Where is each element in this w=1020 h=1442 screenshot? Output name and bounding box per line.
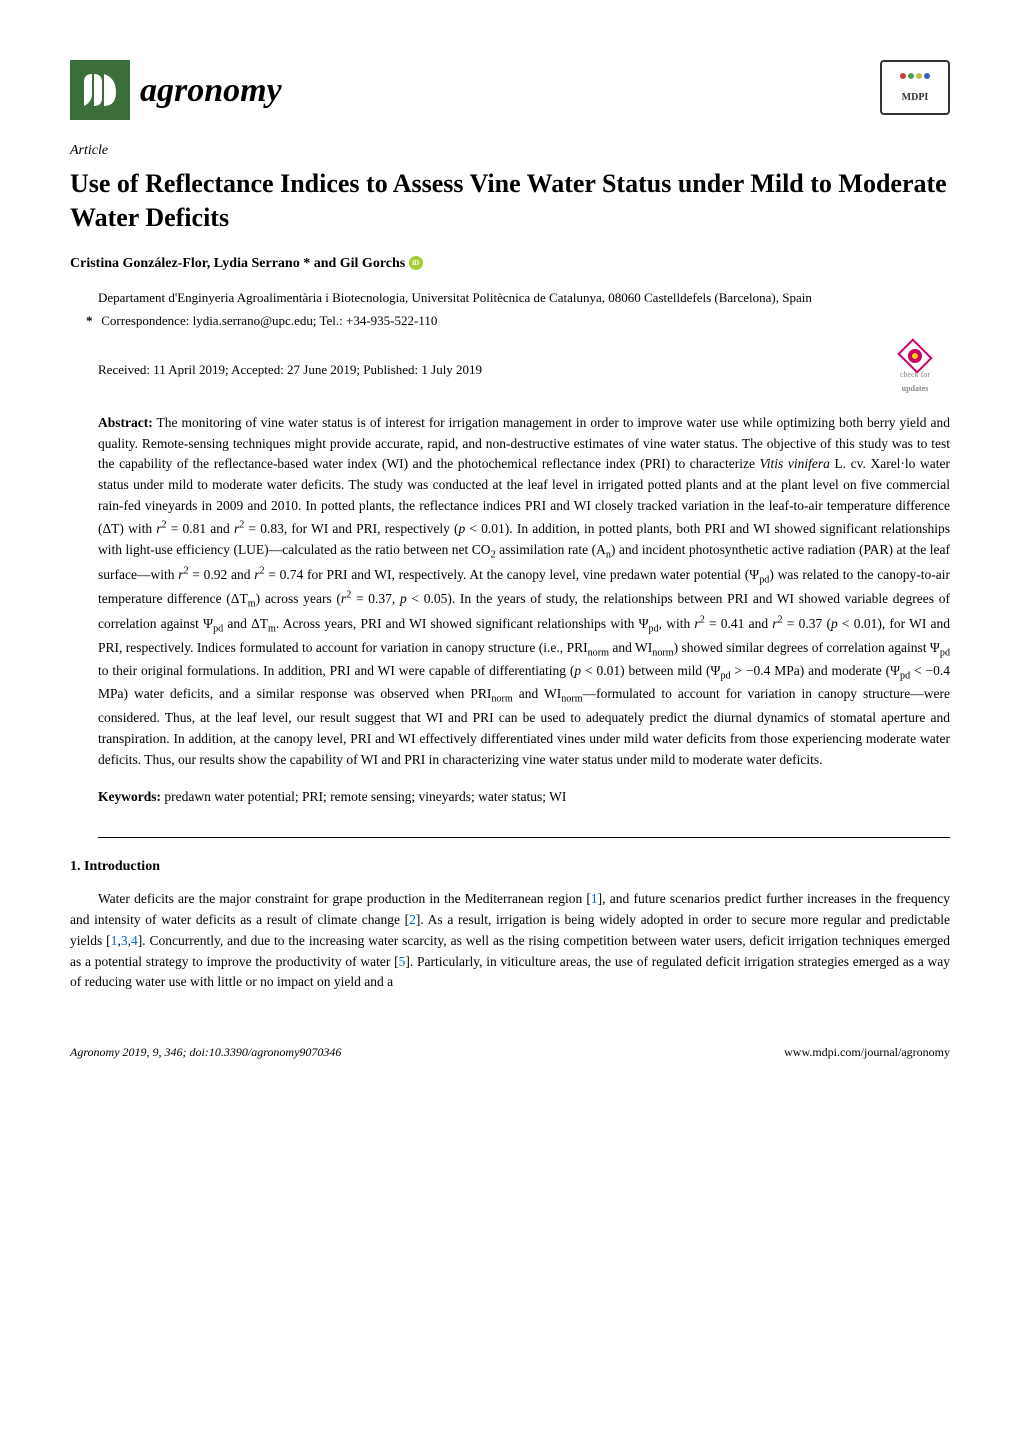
dates-row: Received: 11 April 2019; Accepted: 27 Ju…	[98, 345, 950, 395]
journal-name: agronomy	[140, 65, 282, 116]
publisher-logo: MDPI	[880, 60, 950, 115]
article-type: Article	[70, 140, 950, 161]
abstract-text: The monitoring of vine water status is o…	[98, 415, 950, 767]
dates: Received: 11 April 2019; Accepted: 27 Ju…	[98, 360, 482, 380]
asterisk-icon: *	[86, 311, 98, 331]
affiliation: Departament d'Enginyeria Agroalimentària…	[98, 288, 950, 308]
abstract-block: Abstract: The monitoring of vine water s…	[98, 413, 950, 771]
abstract-label: Abstract:	[98, 415, 153, 430]
header-row: agronomy MDPI	[70, 60, 950, 120]
keywords-block: Keywords: predawn water potential; PRI; …	[98, 787, 950, 807]
authors-line: Cristina González-Flor, Lydia Serrano * …	[70, 253, 950, 274]
publisher-name: MDPI	[902, 90, 929, 105]
footer-citation: Agronomy 2019, 9, 346; doi:10.3390/agron…	[70, 1043, 341, 1061]
intro-paragraph: Water deficits are the major constraint …	[70, 889, 950, 994]
footer-row: Agronomy 2019, 9, 346; doi:10.3390/agron…	[70, 1043, 950, 1061]
journal-logo: agronomy	[70, 60, 282, 120]
divider	[98, 837, 950, 838]
check-updates-label2: updates	[902, 383, 929, 395]
journal-logo-icon	[70, 60, 130, 120]
keywords-label: Keywords:	[98, 789, 161, 804]
keywords-text: predawn water potential; PRI; remote sen…	[164, 789, 566, 804]
article-title: Use of Reflectance Indices to Assess Vin…	[70, 167, 950, 235]
authors-text: Cristina González-Flor, Lydia Serrano * …	[70, 256, 405, 271]
check-updates-badge[interactable]: check for updates	[880, 345, 950, 395]
section-heading-introduction: 1. Introduction	[70, 856, 950, 877]
correspondence-text: Correspondence: lydia.serrano@upc.edu; T…	[101, 313, 437, 328]
footer-journal-url[interactable]: www.mdpi.com/journal/agronomy	[784, 1043, 950, 1061]
correspondence: * Correspondence: lydia.serrano@upc.edu;…	[98, 311, 950, 331]
orcid-icon[interactable]	[409, 256, 423, 270]
